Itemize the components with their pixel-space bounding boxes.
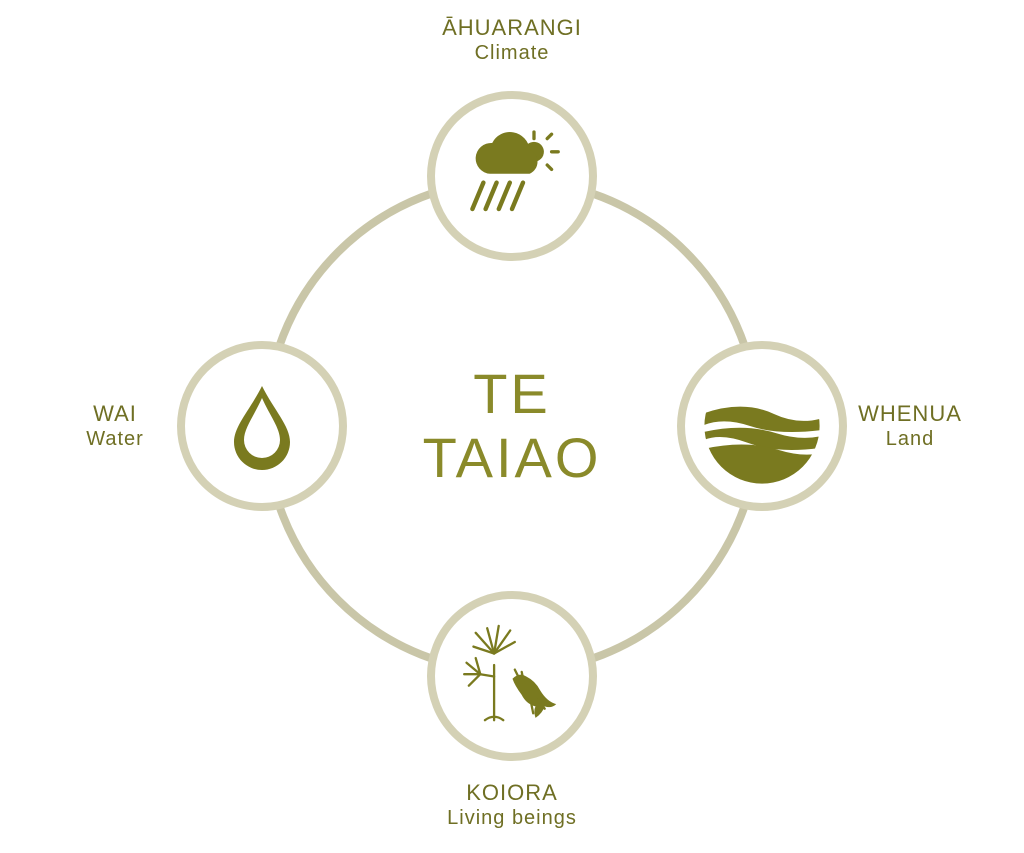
label-climate: ĀHUARANGI Climate [362,14,662,67]
label-water-maori: WAI [15,400,215,428]
label-living-english: Living beings [362,806,662,831]
living-icon [455,619,570,734]
label-land: WHENUA Land [810,400,1010,453]
label-land-maori: WHENUA [810,400,1010,428]
label-living-maori: KOIORA [362,779,662,807]
center-title-line1: TE [473,362,551,425]
label-living: KOIORA Living beings [362,779,662,832]
label-water: WAI Water [15,400,215,453]
node-climate [427,91,597,261]
climate-icon [457,121,567,231]
node-living [427,591,597,761]
label-climate-english: Climate [362,41,662,66]
label-water-english: Water [15,427,215,452]
land-icon [702,366,822,486]
label-climate-maori: ĀHUARANGI [362,14,662,42]
te-taiao-diagram: TE TAIAO [0,0,1024,853]
label-land-english: Land [810,427,1010,452]
water-icon [212,376,312,476]
center-title-line2: TAIAO [423,426,602,489]
